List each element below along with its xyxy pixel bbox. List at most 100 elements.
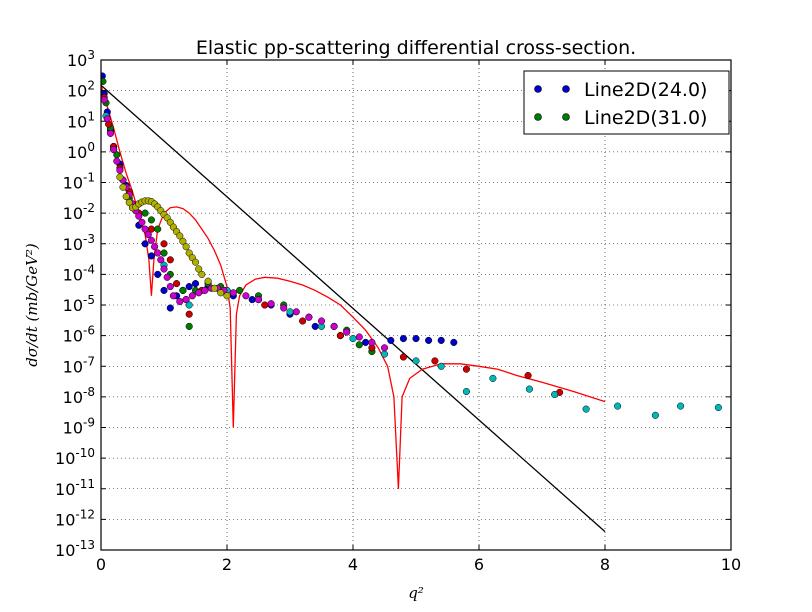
data-point — [106, 129, 115, 137]
legend-box — [523, 70, 730, 135]
chart-title: Elastic pp-scattering differential cross… — [196, 37, 636, 59]
data-point — [248, 296, 256, 304]
data-point — [101, 96, 108, 104]
data-point — [267, 300, 275, 308]
data-point — [147, 236, 155, 244]
data-point — [191, 280, 200, 288]
data-point — [204, 277, 212, 285]
data-point — [399, 335, 407, 343]
data-point — [160, 240, 168, 248]
data-point — [714, 403, 722, 412]
data-point — [524, 371, 532, 380]
data-point — [176, 297, 184, 306]
x-tick-label: 6 — [474, 555, 484, 574]
data-point — [119, 183, 127, 191]
y-tick-label: 10-6 — [63, 324, 95, 346]
data-point — [280, 304, 288, 312]
y-tick-label: 10-4 — [63, 262, 95, 284]
data-point — [311, 322, 319, 330]
data-point — [154, 270, 162, 278]
legend-label-2: Line2D(31.0) — [584, 107, 707, 129]
y-tick-label: 10-11 — [55, 477, 95, 499]
data-point — [166, 304, 174, 312]
data-point — [305, 313, 313, 321]
data-point — [551, 390, 559, 399]
data-point — [380, 350, 389, 358]
data-point — [116, 173, 124, 181]
data-point — [462, 387, 470, 396]
model-lines — [101, 84, 606, 533]
data-point — [261, 301, 269, 309]
data-point — [582, 405, 590, 413]
plot-area — [101, 72, 722, 533]
data-point — [355, 341, 363, 349]
data-point — [154, 225, 162, 233]
data-point — [368, 338, 376, 346]
y-tick-label: 101 — [67, 109, 95, 131]
data-point — [217, 289, 225, 297]
data-point — [198, 270, 206, 278]
data-point — [103, 115, 111, 123]
y-tick-label: 10-5 — [63, 293, 95, 315]
data-point — [151, 243, 159, 251]
data-point — [425, 336, 433, 344]
black-fit-line — [101, 84, 606, 533]
legend-marker-2a — [534, 113, 542, 121]
data-point — [437, 336, 445, 344]
x-tick-label: 8 — [600, 555, 610, 574]
legend-label-1: Line2D(24.0) — [584, 79, 707, 101]
y-tick-labels: 103 102 101 100 10-1 10-2 10-3 10-4 10-5 10-6 10-7… — [55, 48, 95, 560]
data-point — [141, 240, 149, 248]
data-point — [182, 243, 190, 251]
data-point — [185, 322, 193, 330]
y-tick-label: 10-13 — [55, 538, 95, 560]
data-point — [450, 338, 458, 346]
data-point — [154, 249, 162, 257]
data-point — [292, 308, 300, 316]
data-point — [163, 273, 171, 281]
legend: Line2D(24.0) Line2D(31.0) — [523, 70, 730, 135]
x-tick-label: 4 — [348, 555, 358, 574]
data-point — [141, 225, 149, 233]
data-point — [179, 237, 187, 245]
data-point — [229, 289, 237, 297]
data-point — [182, 296, 190, 304]
data-point — [157, 256, 165, 264]
y-tick-label: 10-2 — [63, 201, 95, 223]
data-point — [223, 292, 231, 300]
y-tick-label: 10-9 — [63, 416, 95, 438]
y-tick-label: 10-8 — [63, 385, 95, 407]
y-axis-label: dσ/dt (mb/GeV²) — [23, 243, 41, 367]
data-point — [176, 232, 184, 240]
data-point — [286, 308, 294, 316]
data-point — [110, 145, 118, 154]
data-point — [299, 317, 307, 325]
data-point — [362, 338, 370, 346]
data-point — [160, 265, 168, 273]
y-tick-label: 10-3 — [63, 232, 95, 254]
data-point — [185, 283, 193, 291]
data-point — [113, 157, 121, 165]
data-point — [125, 199, 133, 207]
y-tick-label: 10-12 — [55, 507, 95, 529]
data-point — [101, 77, 107, 85]
x-tick-label: 10 — [721, 555, 741, 574]
data-point — [236, 286, 244, 294]
data-point — [201, 286, 209, 294]
data-point — [138, 218, 146, 226]
data-point — [144, 230, 152, 239]
data-point — [147, 252, 155, 260]
data-point — [412, 335, 420, 343]
data-point — [160, 286, 168, 294]
data-point — [210, 284, 218, 292]
data-point — [437, 362, 445, 370]
data-point — [166, 256, 174, 264]
data-point — [122, 192, 130, 201]
red-model-curve — [101, 85, 606, 489]
axis-ticks — [100, 59, 732, 551]
data-point — [489, 374, 497, 382]
data-point — [242, 292, 250, 300]
data-point — [160, 249, 168, 257]
data-point — [195, 265, 203, 273]
data-point — [399, 353, 407, 361]
